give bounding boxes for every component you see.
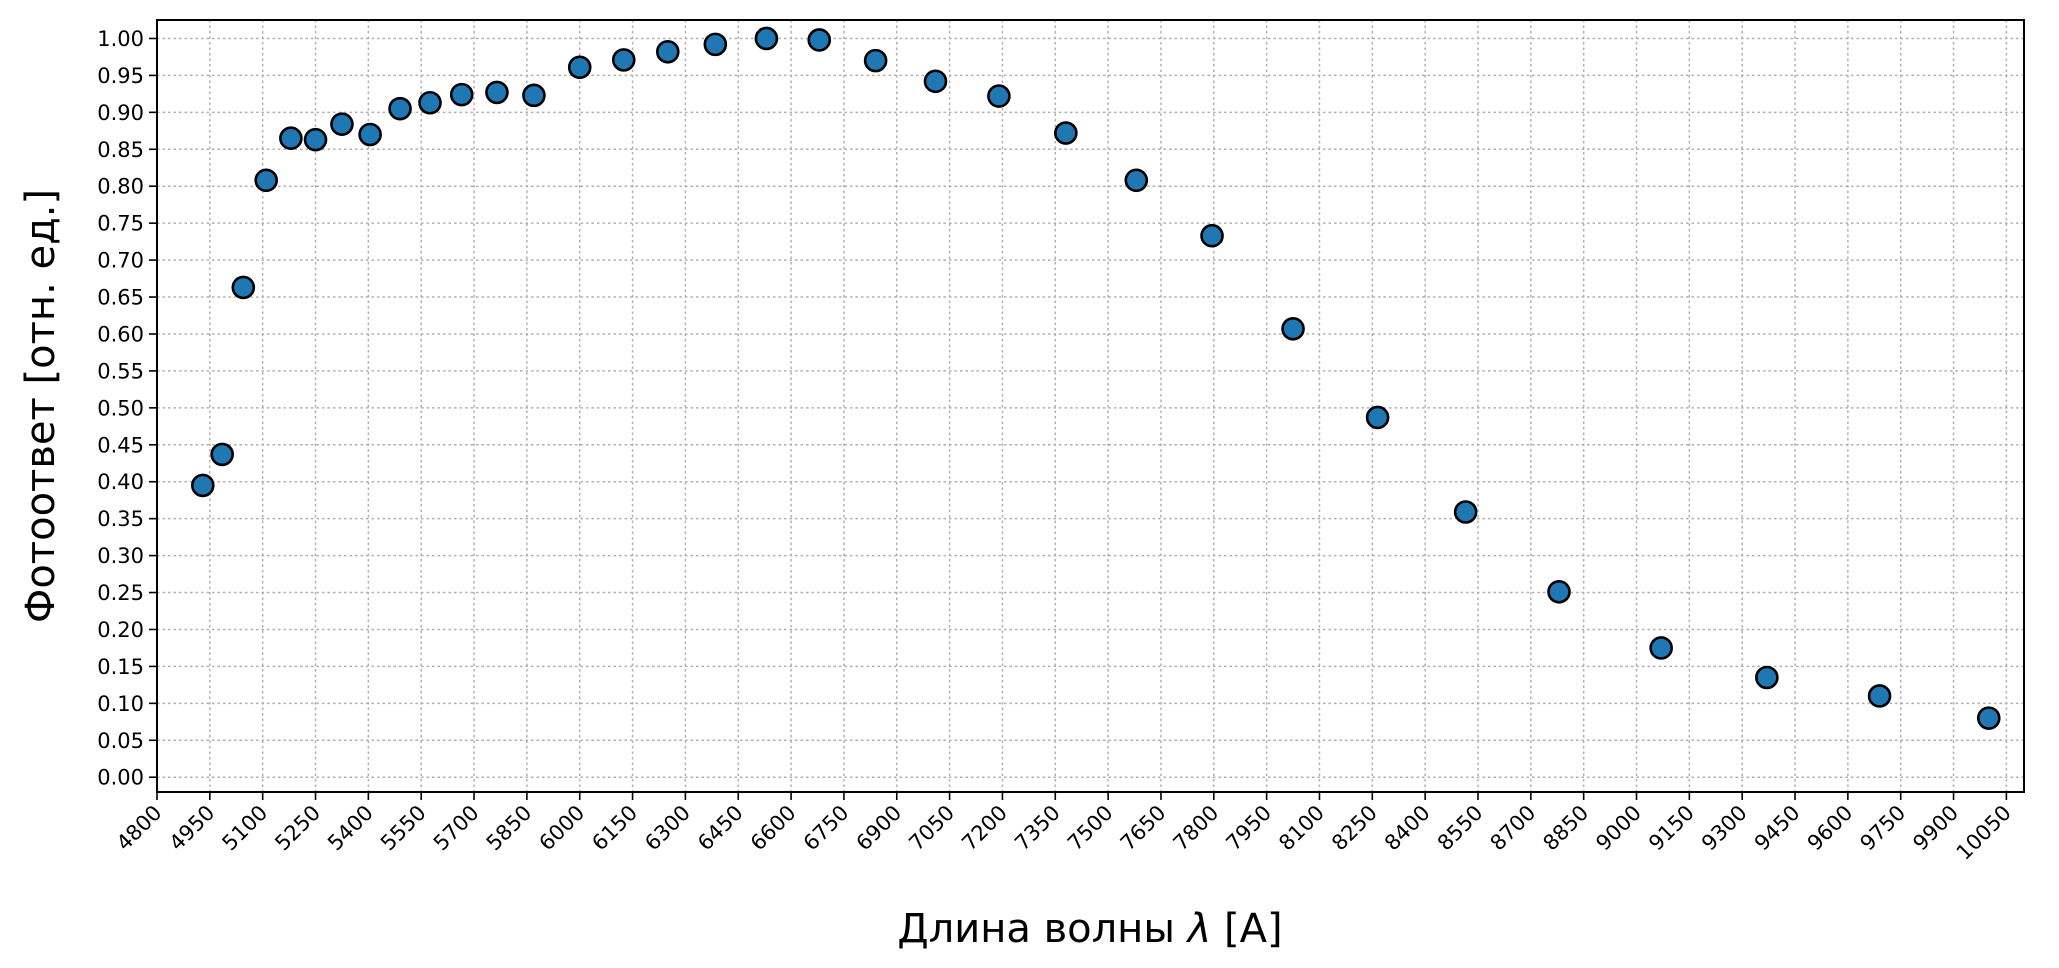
x-tick-label: 9000 — [1591, 801, 1646, 856]
data-point — [754, 26, 779, 51]
x-tick-label: 9300 — [1697, 801, 1752, 856]
data-point — [190, 473, 215, 498]
y-tick-label: 0.45 — [97, 433, 144, 457]
x-tick-label: 5700 — [429, 801, 484, 856]
y-tick-label: 0.95 — [97, 64, 144, 88]
data-point — [1365, 405, 1390, 430]
data-point — [485, 80, 509, 105]
y-axis: 0.00 0.05 0.10 0.15 0.20 0.25 0.30 0.35 0.40 0.45… — [97, 27, 157, 790]
y-tick-label: 0.50 — [97, 396, 144, 420]
data-point — [279, 126, 303, 151]
data-point — [703, 32, 728, 57]
data-point — [1867, 684, 1892, 708]
data-point — [1453, 500, 1478, 524]
y-tick-label: 0.15 — [97, 655, 144, 679]
y-tick-label: 0.55 — [97, 359, 144, 383]
data-point — [987, 84, 1011, 108]
x-tick-label: 10050 — [1952, 801, 2016, 865]
data-point — [655, 39, 680, 64]
data-point — [611, 48, 636, 72]
data-point — [522, 83, 546, 108]
y-tick-label: 0.25 — [97, 581, 144, 605]
x-tick-label: 7050 — [904, 801, 959, 856]
x-tick-label: 8400 — [1380, 801, 1435, 856]
data-point — [863, 48, 888, 73]
x-tick-label: 5100 — [217, 801, 272, 856]
x-tick-label: 5550 — [376, 801, 431, 856]
data-point — [449, 82, 474, 107]
data-point — [418, 90, 442, 115]
x-tick-label: 8250 — [1327, 801, 1382, 856]
data-point — [807, 28, 832, 52]
data-point — [388, 96, 412, 121]
x-tick-label: 8700 — [1486, 801, 1541, 856]
x-tick-label: 5400 — [323, 801, 378, 856]
x-tick-label: 6300 — [640, 801, 695, 856]
data-point — [231, 275, 256, 300]
y-tick-label: 0.85 — [97, 138, 144, 162]
y-tick-label: 0.10 — [97, 692, 144, 716]
x-tick-label: 7950 — [1221, 801, 1276, 856]
data-point — [923, 69, 948, 94]
data-point — [358, 122, 382, 147]
x-tick-label: 5250 — [270, 801, 325, 856]
data-points — [190, 26, 2001, 730]
x-tick-label: 6600 — [746, 801, 801, 856]
x-tick-label: 9150 — [1644, 801, 1699, 856]
x-axis-title: Длина волны λ [A] — [897, 906, 1282, 952]
y-tick-label: 0.40 — [97, 470, 144, 494]
y-tick-label: 0.70 — [97, 249, 144, 273]
x-tick-label: 6900 — [852, 801, 907, 856]
x-tick-label: 7200 — [957, 801, 1012, 856]
x-tick-label: 4800 — [112, 801, 167, 856]
data-point — [1281, 316, 1305, 341]
data-point — [1200, 223, 1224, 248]
x-tick-label: 4950 — [165, 801, 220, 856]
y-tick-label: 1.00 — [97, 27, 144, 51]
x-tick-label: 6450 — [693, 801, 748, 856]
x-axis: 4800495051005250540055505700585060006150… — [112, 792, 2016, 865]
x-tick-label: 8100 — [1274, 801, 1329, 856]
y-tick-label: 0.75 — [97, 212, 144, 236]
y-tick-label: 0.90 — [97, 101, 144, 125]
x-tick-label: 5850 — [482, 801, 537, 856]
plot-frame — [156, 19, 2025, 793]
y-tick-label: 0.00 — [97, 766, 144, 790]
x-tick-label: 7350 — [1010, 801, 1065, 856]
x-tick-label: 7650 — [1116, 801, 1171, 856]
data-point — [1649, 636, 1673, 660]
data-point — [1054, 121, 1078, 145]
x-tick-label: 6000 — [534, 801, 589, 856]
data-point — [330, 112, 354, 136]
x-tick-label: 6750 — [799, 801, 854, 856]
data-point — [567, 55, 592, 80]
y-tick-label: 0.05 — [97, 729, 144, 753]
data-point — [1976, 706, 2001, 730]
x-tick-label: 9600 — [1803, 801, 1858, 856]
data-point — [1547, 579, 1571, 604]
grid — [156, 20, 2024, 792]
data-point — [303, 127, 328, 152]
y-axis-title: Фотоответ [отн. ед.] — [18, 189, 64, 623]
data-point — [210, 442, 234, 467]
y-tick-label: 0.30 — [97, 544, 144, 568]
y-tick-label: 0.60 — [97, 322, 144, 346]
data-point — [1124, 168, 1149, 193]
x-tick-label: 8550 — [1433, 801, 1488, 856]
y-tick-label: 0.65 — [97, 286, 144, 310]
x-tick-label: 7500 — [1063, 801, 1118, 856]
data-point — [1755, 665, 1779, 690]
y-tick-label: 0.35 — [97, 507, 144, 531]
x-tick-label: 8850 — [1538, 801, 1593, 856]
y-tick-label: 0.20 — [97, 618, 144, 642]
y-tick-label: 0.80 — [97, 175, 144, 199]
data-point — [254, 168, 279, 193]
x-tick-label: 7800 — [1169, 801, 1224, 856]
x-tick-label: 9450 — [1750, 801, 1805, 856]
x-tick-label: 6150 — [587, 801, 642, 856]
x-tick-label: 9750 — [1855, 801, 1910, 856]
